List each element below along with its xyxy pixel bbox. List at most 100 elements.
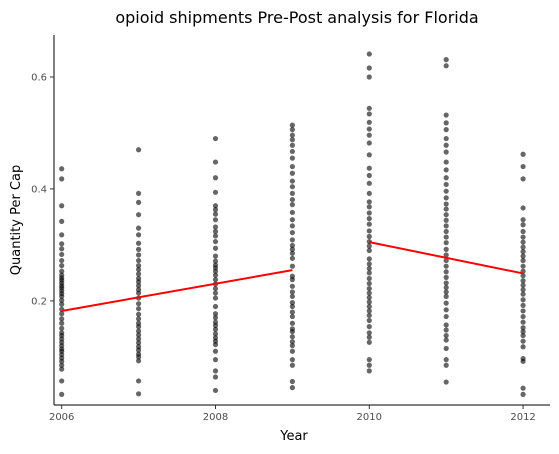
data-point bbox=[366, 317, 372, 324]
data-point bbox=[289, 223, 295, 229]
plot-area bbox=[59, 51, 526, 397]
data-point bbox=[212, 387, 219, 394]
data-point bbox=[520, 385, 526, 391]
data-point bbox=[289, 339, 295, 345]
data-point bbox=[443, 234, 449, 240]
data-point bbox=[443, 240, 449, 246]
data-point bbox=[520, 291, 526, 297]
data-point bbox=[443, 246, 449, 252]
y-tick-label: 0.2 bbox=[31, 296, 47, 307]
data-point bbox=[520, 244, 526, 250]
data-point bbox=[289, 273, 295, 279]
data-point bbox=[212, 159, 219, 165]
data-point bbox=[366, 270, 372, 276]
data-point bbox=[520, 325, 526, 331]
data-point bbox=[59, 297, 65, 303]
data-point bbox=[289, 229, 295, 236]
x-tick-label: 2008 bbox=[203, 412, 228, 423]
data-point bbox=[135, 190, 142, 197]
data-point bbox=[289, 126, 295, 133]
data-point bbox=[366, 294, 372, 301]
data-point bbox=[135, 332, 142, 338]
y-tick-label: 0.6 bbox=[31, 72, 47, 83]
data-point bbox=[289, 263, 295, 269]
x-tick-label: 2006 bbox=[49, 412, 74, 423]
data-point bbox=[366, 290, 372, 296]
data-point bbox=[135, 378, 142, 384]
data-point bbox=[366, 261, 372, 267]
post-period-fit-line bbox=[369, 241, 524, 275]
data-point bbox=[443, 228, 449, 235]
data-point bbox=[366, 285, 372, 292]
data-point bbox=[212, 311, 219, 317]
data-point bbox=[59, 218, 65, 224]
data-point bbox=[366, 368, 372, 374]
data-point bbox=[366, 199, 372, 205]
data-point bbox=[135, 212, 142, 218]
data-point bbox=[212, 262, 219, 268]
data-point bbox=[366, 132, 372, 138]
data-point bbox=[520, 257, 526, 264]
data-point bbox=[520, 297, 526, 303]
data-point bbox=[212, 285, 219, 292]
data-point bbox=[520, 228, 526, 235]
data-point bbox=[135, 344, 142, 350]
data-point bbox=[366, 228, 372, 234]
data-point bbox=[366, 339, 372, 345]
data-point bbox=[520, 151, 526, 157]
data-point bbox=[289, 334, 295, 340]
data-point bbox=[135, 263, 142, 269]
data-point bbox=[289, 132, 295, 138]
data-point bbox=[443, 149, 449, 155]
data-point bbox=[443, 120, 449, 126]
data-point bbox=[443, 357, 449, 363]
data-point bbox=[366, 105, 372, 111]
data-point bbox=[443, 175, 449, 181]
data-point bbox=[520, 282, 526, 288]
data-point bbox=[443, 223, 449, 229]
data-point bbox=[289, 293, 295, 300]
data-point bbox=[59, 203, 65, 209]
data-point bbox=[212, 277, 219, 283]
data-point bbox=[212, 258, 219, 264]
data-point bbox=[366, 180, 372, 186]
data-point bbox=[520, 222, 526, 228]
data-point bbox=[366, 210, 372, 216]
data-point bbox=[59, 366, 65, 372]
data-point bbox=[135, 328, 142, 334]
data-point bbox=[443, 280, 449, 286]
data-point bbox=[443, 167, 449, 173]
data-point bbox=[212, 295, 219, 301]
data-point bbox=[443, 63, 449, 69]
data-point bbox=[289, 142, 295, 148]
data-point bbox=[212, 224, 219, 230]
data-point bbox=[289, 237, 295, 243]
data-point bbox=[520, 344, 526, 350]
data-point bbox=[520, 205, 526, 211]
data-point bbox=[443, 289, 449, 295]
data-point bbox=[212, 368, 219, 374]
data-point bbox=[520, 329, 526, 335]
data-point bbox=[443, 269, 449, 275]
data-point bbox=[212, 335, 219, 341]
data-point bbox=[443, 57, 449, 63]
data-point bbox=[59, 232, 65, 238]
data-point bbox=[135, 306, 142, 312]
data-point bbox=[289, 196, 295, 203]
data-point bbox=[520, 239, 526, 245]
data-point bbox=[289, 242, 295, 249]
data-point bbox=[289, 362, 295, 368]
data-point bbox=[443, 206, 449, 212]
data-point bbox=[366, 165, 372, 171]
data-point bbox=[366, 303, 372, 310]
x-axis-title: Year bbox=[279, 429, 308, 444]
data-point bbox=[366, 221, 372, 227]
data-point bbox=[135, 240, 142, 246]
data-point bbox=[366, 357, 372, 363]
data-point bbox=[59, 268, 65, 274]
data-point bbox=[212, 374, 219, 380]
data-point bbox=[443, 181, 449, 188]
data-point bbox=[443, 307, 449, 313]
data-point bbox=[289, 326, 295, 332]
